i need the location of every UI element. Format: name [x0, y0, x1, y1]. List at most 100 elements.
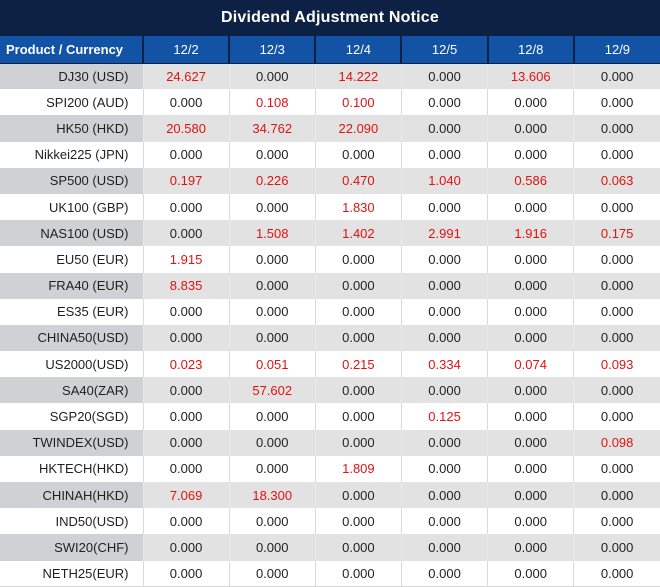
table-row: US2000(USD) 0.023 0.051 0.215 0.334 0.074 0.09…: [0, 351, 660, 378]
table-header: Product / Currency 12/2 12/3 12/4 12/5 12/8 12…: [0, 36, 660, 64]
value-cell: 0.000: [487, 429, 574, 456]
value-cell: 14.222: [314, 63, 402, 90]
value-cell: 0.000: [228, 324, 316, 352]
value-cell: 0.215: [314, 351, 402, 378]
value-cell: 0.000: [228, 193, 316, 221]
table-row: EU50 (EUR) 1.915 0.000 0.000 0.000 0.000 0.000: [0, 246, 660, 273]
value-cell: 0.000: [142, 534, 230, 561]
value-cell: 0.000: [228, 403, 316, 430]
value-cell: 0.000: [228, 455, 316, 482]
product-cell: HKTECH(HKD): [0, 455, 143, 482]
value-cell: 0.000: [142, 141, 230, 168]
column-header-date: 12/8: [486, 36, 574, 64]
table-row: SA40(ZAR) 0.000 57.602 0.000 0.000 0.000 0.000: [0, 377, 660, 404]
value-cell: 0.000: [487, 246, 574, 273]
value-cell: 0.000: [573, 377, 660, 404]
value-cell: 0.000: [487, 324, 574, 352]
table-body: DJ30 (USD) 24.627 0.000 14.222 0.000 13.606 0.…: [0, 63, 660, 587]
value-cell: 0.000: [400, 115, 488, 142]
value-cell: 0.000: [142, 429, 230, 456]
table-row: SWI20(CHF) 0.000 0.000 0.000 0.000 0.000 0.000: [0, 534, 660, 561]
value-cell: 22.090: [314, 115, 402, 142]
value-cell: 0.000: [573, 115, 660, 142]
value-cell: 0.000: [400, 272, 488, 299]
value-cell: 0.000: [573, 534, 660, 561]
value-cell: 0.000: [400, 246, 488, 273]
product-cell: DJ30 (USD): [0, 63, 143, 90]
value-cell: 0.000: [487, 508, 574, 535]
value-cell: 0.000: [228, 272, 316, 299]
value-cell: 0.334: [400, 351, 488, 378]
value-cell: 0.000: [573, 455, 660, 482]
value-cell: 0.000: [314, 508, 402, 535]
value-cell: 0.023: [142, 351, 230, 378]
table-row: NETH25(EUR) 0.000 0.000 0.000 0.000 0.000 0.00…: [0, 560, 660, 587]
value-cell: 0.000: [573, 272, 660, 299]
header-row: Product / Currency 12/2 12/3 12/4 12/5 12/8 12…: [0, 36, 660, 64]
value-cell: 0.000: [487, 534, 574, 561]
table-row: SP500 (USD) 0.197 0.226 0.470 1.040 0.586 0.06…: [0, 167, 660, 194]
value-cell: 0.000: [314, 403, 402, 430]
value-cell: 0.108: [228, 89, 316, 116]
column-header-product: Product / Currency: [0, 36, 143, 64]
value-cell: 0.000: [142, 455, 230, 482]
value-cell: 0.051: [228, 351, 316, 378]
value-cell: 1.916: [487, 220, 574, 247]
product-cell: SA40(ZAR): [0, 377, 143, 404]
value-cell: 0.000: [142, 220, 230, 247]
value-cell: 0.000: [400, 193, 488, 221]
value-cell: 0.000: [142, 377, 230, 404]
value-cell: 34.762: [228, 115, 316, 142]
value-cell: 0.093: [573, 351, 660, 378]
value-cell: 0.000: [400, 324, 488, 352]
value-cell: 0.000: [228, 141, 316, 168]
table-row: HK50 (HKD) 20.580 34.762 22.090 0.000 0.000 0.…: [0, 115, 660, 142]
value-cell: 0.000: [487, 193, 574, 221]
value-cell: 0.000: [573, 63, 660, 90]
table-row: SPI200 (AUD) 0.000 0.108 0.100 0.000 0.000 0.0…: [0, 89, 660, 116]
product-cell: US2000(USD): [0, 351, 143, 378]
value-cell: 0.000: [573, 298, 660, 325]
value-cell: 1.915: [142, 246, 230, 273]
value-cell: 0.000: [573, 89, 660, 116]
value-cell: 0.000: [142, 560, 230, 587]
value-cell: 0.000: [400, 89, 488, 116]
value-cell: 0.098: [573, 429, 660, 456]
value-cell: 0.000: [228, 246, 316, 273]
value-cell: 2.991: [400, 220, 488, 247]
value-cell: 0.000: [400, 508, 488, 535]
value-cell: 0.000: [314, 324, 402, 352]
value-cell: 0.074: [487, 351, 574, 378]
table-row: ES35 (EUR) 0.000 0.000 0.000 0.000 0.000 0.000: [0, 298, 660, 325]
value-cell: 0.000: [314, 141, 402, 168]
value-cell: 0.175: [573, 220, 660, 247]
value-cell: 0.000: [573, 508, 660, 535]
value-cell: 1.809: [314, 455, 402, 482]
value-cell: 0.000: [228, 534, 316, 561]
value-cell: 0.470: [314, 167, 402, 194]
value-cell: 0.000: [228, 560, 316, 587]
value-cell: 0.000: [487, 298, 574, 325]
value-cell: 0.000: [487, 455, 574, 482]
value-cell: 7.069: [142, 482, 230, 509]
value-cell: 0.000: [228, 63, 316, 90]
product-cell: SP500 (USD): [0, 167, 143, 194]
value-cell: 0.125: [400, 403, 488, 430]
value-cell: 0.000: [142, 403, 230, 430]
value-cell: 0.000: [314, 246, 402, 273]
value-cell: 0.100: [314, 89, 402, 116]
value-cell: 0.586: [487, 167, 574, 194]
value-cell: 0.000: [487, 272, 574, 299]
value-cell: 24.627: [142, 63, 230, 90]
product-cell: IND50(USD): [0, 508, 143, 535]
value-cell: 0.000: [142, 193, 230, 221]
table-row: IND50(USD) 0.000 0.000 0.000 0.000 0.000 0.000: [0, 508, 660, 535]
value-cell: 0.000: [314, 560, 402, 587]
value-cell: 0.000: [573, 193, 660, 221]
value-cell: 0.000: [314, 298, 402, 325]
value-cell: 0.197: [142, 167, 230, 194]
table-row: Nikkei225 (JPN) 0.000 0.000 0.000 0.000 0.000…: [0, 141, 660, 168]
value-cell: 18.300: [228, 482, 316, 509]
value-cell: 0.000: [573, 141, 660, 168]
